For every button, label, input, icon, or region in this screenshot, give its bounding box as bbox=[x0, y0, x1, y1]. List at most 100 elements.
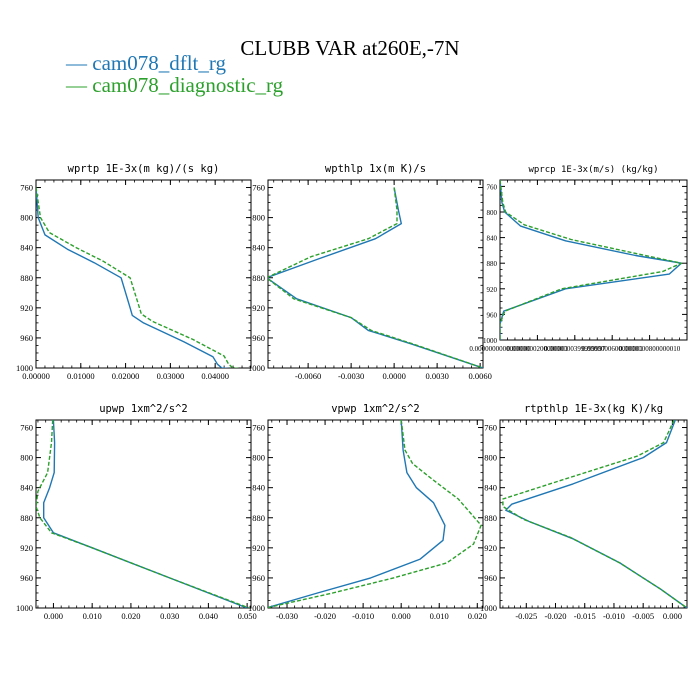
y-tick-label: 800 bbox=[20, 453, 33, 463]
x-tick-label: 0.0000000399999997 bbox=[544, 345, 606, 353]
y-tick-label: 920 bbox=[484, 543, 497, 553]
y-tick-label: 1000 bbox=[483, 337, 498, 345]
series-line-cam078_dflt_rg bbox=[268, 420, 446, 608]
series-line-cam078_diagnostic_rg bbox=[36, 420, 250, 608]
x-tick-label: 0.0000000600000001 bbox=[582, 345, 644, 353]
y-tick-label: 960 bbox=[20, 573, 33, 583]
y-tick-label: 1000 bbox=[248, 363, 265, 373]
x-tick-label: 0.010 bbox=[430, 611, 449, 621]
plot-frame bbox=[267, 179, 484, 369]
panel-title: upwp 1xm^2/s^2 bbox=[99, 403, 188, 415]
x-tick-label: 0.02000 bbox=[112, 371, 140, 381]
panel-6: rtpthlp 1E-3x(kg K)/kg 760 800 840 880 920 960… bbox=[480, 403, 688, 621]
x-tick-label: 0.0060 bbox=[468, 371, 491, 381]
x-tick-label: -0.020 bbox=[545, 611, 567, 621]
y-tick-label: 960 bbox=[252, 333, 265, 343]
plot-frame bbox=[35, 419, 252, 609]
y-tick-label: 800 bbox=[252, 453, 265, 463]
y-tick-label: 1000 bbox=[16, 603, 33, 613]
x-tick-label: -0.030 bbox=[276, 611, 298, 621]
y-tick-label: 1000 bbox=[16, 363, 33, 373]
y-tick-label: 960 bbox=[20, 333, 33, 343]
y-tick-label: 760 bbox=[20, 423, 33, 433]
series-line-cam078_diagnostic_rg bbox=[268, 420, 482, 608]
plot-frame bbox=[499, 179, 688, 341]
panel-title: rtpthlp 1E-3x(kg K)/kg bbox=[524, 403, 663, 415]
series-line-cam078_diagnostic_rg bbox=[36, 187, 242, 368]
panel-title: wpthlp 1x(m K)/s bbox=[325, 163, 426, 175]
x-tick-label: 0.000 bbox=[44, 611, 63, 621]
x-tick-label: 0.030 bbox=[160, 611, 179, 621]
y-tick-label: 1000 bbox=[480, 603, 497, 613]
series-line-cam078_dflt_rg bbox=[505, 420, 687, 608]
series-line-cam078_dflt_rg bbox=[36, 187, 231, 368]
x-tick-label: -0.015 bbox=[574, 611, 596, 621]
x-tick-label: -0.010 bbox=[603, 611, 625, 621]
x-tick-label: 0.000 bbox=[663, 611, 682, 621]
y-tick-label: 840 bbox=[20, 483, 33, 493]
series-line-cam078_diagnostic_rg bbox=[268, 187, 483, 368]
x-tick-label: -0.010 bbox=[352, 611, 374, 621]
y-tick-label: 960 bbox=[487, 311, 498, 319]
x-tick-label: 0.020 bbox=[468, 611, 487, 621]
y-tick-label: 920 bbox=[252, 543, 265, 553]
series-line-cam078_dflt_rg bbox=[43, 420, 248, 608]
y-tick-label: 800 bbox=[252, 213, 265, 223]
y-tick-label: 840 bbox=[484, 483, 497, 493]
x-tick-label: 0.0000000200000001 bbox=[507, 345, 569, 353]
series-line-cam078_dflt_rg bbox=[268, 187, 483, 368]
panel-title: vpwp 1xm^2/s^2 bbox=[331, 403, 420, 415]
y-tick-label: 840 bbox=[487, 235, 498, 243]
x-tick-label: 0.050 bbox=[238, 611, 257, 621]
panel-1: wprtp 1E-3x(m kg)/(s kg) 760 800 840 880 920 9… bbox=[16, 163, 252, 381]
x-tick-label: -0.0060 bbox=[295, 371, 321, 381]
plot-frame bbox=[499, 419, 688, 609]
x-tick-label: -0.025 bbox=[515, 611, 537, 621]
y-tick-label: 840 bbox=[252, 483, 265, 493]
x-tick-label: 0.000 bbox=[392, 611, 411, 621]
legend: — cam078_dflt_rg — cam078_diagnostic_rg bbox=[66, 52, 283, 96]
y-tick-label: 760 bbox=[20, 183, 33, 193]
y-tick-label: 880 bbox=[20, 273, 33, 283]
y-tick-label: 880 bbox=[20, 513, 33, 523]
y-tick-label: 760 bbox=[252, 183, 265, 193]
x-tick-label: 0.0000 bbox=[382, 371, 405, 381]
x-tick-label: 0.03000 bbox=[157, 371, 185, 381]
plot-frame bbox=[35, 179, 252, 369]
panel-title: wprcp 1E-3x(m/s) (kg/kg) bbox=[528, 165, 658, 175]
x-tick-label: 0.020 bbox=[121, 611, 140, 621]
y-tick-label: 800 bbox=[484, 453, 497, 463]
y-tick-label: 1000 bbox=[248, 603, 265, 613]
y-tick-label: 960 bbox=[252, 573, 265, 583]
legend-entry-1: — cam078_dflt_rg bbox=[66, 51, 227, 75]
x-tick-label: 0.010 bbox=[83, 611, 102, 621]
x-tick-label: 0.0000000000000000 bbox=[469, 345, 531, 353]
panel-title: wprtp 1E-3x(m kg)/(s kg) bbox=[68, 163, 220, 175]
series-line-cam078_dflt_rg bbox=[500, 180, 683, 340]
y-tick-label: 880 bbox=[252, 273, 265, 283]
x-tick-label: 0.0030 bbox=[425, 371, 448, 381]
figure-title: CLUBB VAR at260E,-7N bbox=[240, 36, 460, 60]
y-tick-label: 760 bbox=[487, 183, 498, 191]
y-tick-label: 920 bbox=[487, 286, 498, 294]
y-tick-label: 840 bbox=[20, 243, 33, 253]
legend-entry-2: — cam078_diagnostic_rg bbox=[66, 73, 284, 97]
y-tick-label: 760 bbox=[484, 423, 497, 433]
y-tick-label: 920 bbox=[20, 543, 33, 553]
y-tick-label: 800 bbox=[487, 209, 498, 217]
x-tick-label: 0.040 bbox=[199, 611, 218, 621]
panel-3: wprcp 1E-3x(m/s) (kg/kg) 760 800 840 880 920 9… bbox=[469, 165, 688, 353]
series-line-cam078_diagnostic_rg bbox=[500, 180, 683, 340]
y-tick-label: 920 bbox=[20, 303, 33, 313]
y-tick-label: 880 bbox=[484, 513, 497, 523]
x-tick-label: -0.005 bbox=[632, 611, 654, 621]
plot-frame bbox=[267, 419, 484, 609]
x-tick-label: -0.0030 bbox=[338, 371, 364, 381]
y-tick-label: 760 bbox=[252, 423, 265, 433]
x-tick-label: -0.020 bbox=[314, 611, 336, 621]
y-tick-label: 920 bbox=[252, 303, 265, 313]
x-tick-label: 0.00000 bbox=[22, 371, 50, 381]
y-tick-label: 960 bbox=[484, 573, 497, 583]
y-tick-label: 880 bbox=[252, 513, 265, 523]
